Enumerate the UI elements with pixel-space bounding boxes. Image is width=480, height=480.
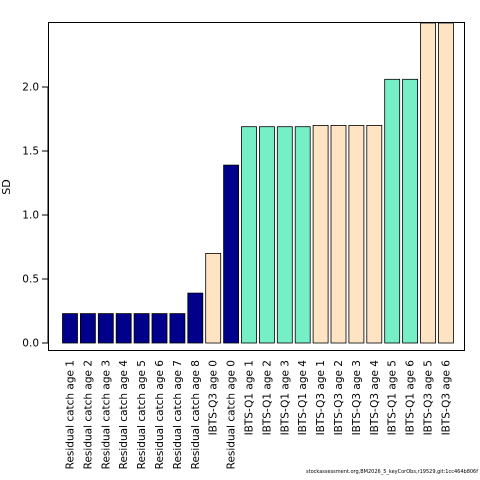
bar [384,78,401,344]
bar [276,126,293,344]
bar [348,125,365,344]
x-tick-label: Residual catch age 6 [154,360,166,470]
bar [312,125,329,344]
y-tick-label: 0.0 [22,338,39,350]
bar [115,313,132,344]
bar [187,292,204,344]
bar [258,126,275,344]
x-tick-label: IBTS-Q1 age 6 [405,360,417,436]
bar [437,22,454,344]
footnote: stockassessment.org,BM2026_5_keyCorObs,r… [306,469,478,475]
x-tick-label: Residual catch age 2 [82,360,94,469]
bars-group [62,22,454,344]
x-tick-label: Residual catch age 4 [118,360,130,470]
x-tick-label: IBTS-Q3 age 4 [369,360,381,436]
y-tick-label: 1.0 [22,210,39,222]
x-tick-label: IBTS-Q3 age 3 [351,360,363,435]
bar [80,313,96,344]
x-tick-label: IBTS-Q1 age 4 [297,360,309,436]
bar [420,22,436,344]
x-axis-labels: Residual catch age 1 Residual catch age 2… [65,360,453,470]
x-tick-label: IBTS-Q3 age 5 [423,360,435,435]
y-axis-title: SD [0,179,13,194]
bar [97,313,114,344]
bar [133,313,150,344]
x-tick-label: IBTS-Q3 age 6 [440,360,452,436]
x-tick-label: Residual catch age 3 [100,360,112,469]
y-tick-label: 1.5 [22,146,39,158]
x-tick-label: Residual catch age 8 [190,360,202,469]
x-tick-label: IBTS-Q3 age 0 [208,360,220,435]
bar [241,126,257,344]
bar [205,252,222,344]
x-tick-label: Residual catch age 0 [226,360,238,469]
bar [62,313,78,344]
x-tick-label: IBTS-Q1 age 3 [279,360,291,435]
x-tick-label: Residual catch age 7 [172,360,184,469]
y-axis: 0.0 0.5 1.0 1.5 2.0 [22,82,49,350]
x-tick-label: IBTS-Q1 age 1 [244,360,256,435]
bar [169,313,186,344]
y-tick-label: 0.5 [22,274,39,286]
plot-frame [48,22,465,351]
x-tick-label: IBTS-Q3 age 2 [333,360,345,435]
bar [223,164,240,344]
y-tick-label: 2.0 [22,82,39,94]
bar [294,126,311,344]
x-tick-label: IBTS-Q1 age 5 [387,360,399,435]
bar [330,125,347,344]
x-tick-label: IBTS-Q1 age 2 [261,360,273,435]
x-tick-label: IBTS-Q3 age 1 [315,360,327,435]
bar [366,125,383,344]
bar [402,78,419,344]
x-tick-label: Residual catch age 5 [136,360,148,469]
x-tick-label: Residual catch age 1 [65,360,77,469]
bar [151,313,168,344]
